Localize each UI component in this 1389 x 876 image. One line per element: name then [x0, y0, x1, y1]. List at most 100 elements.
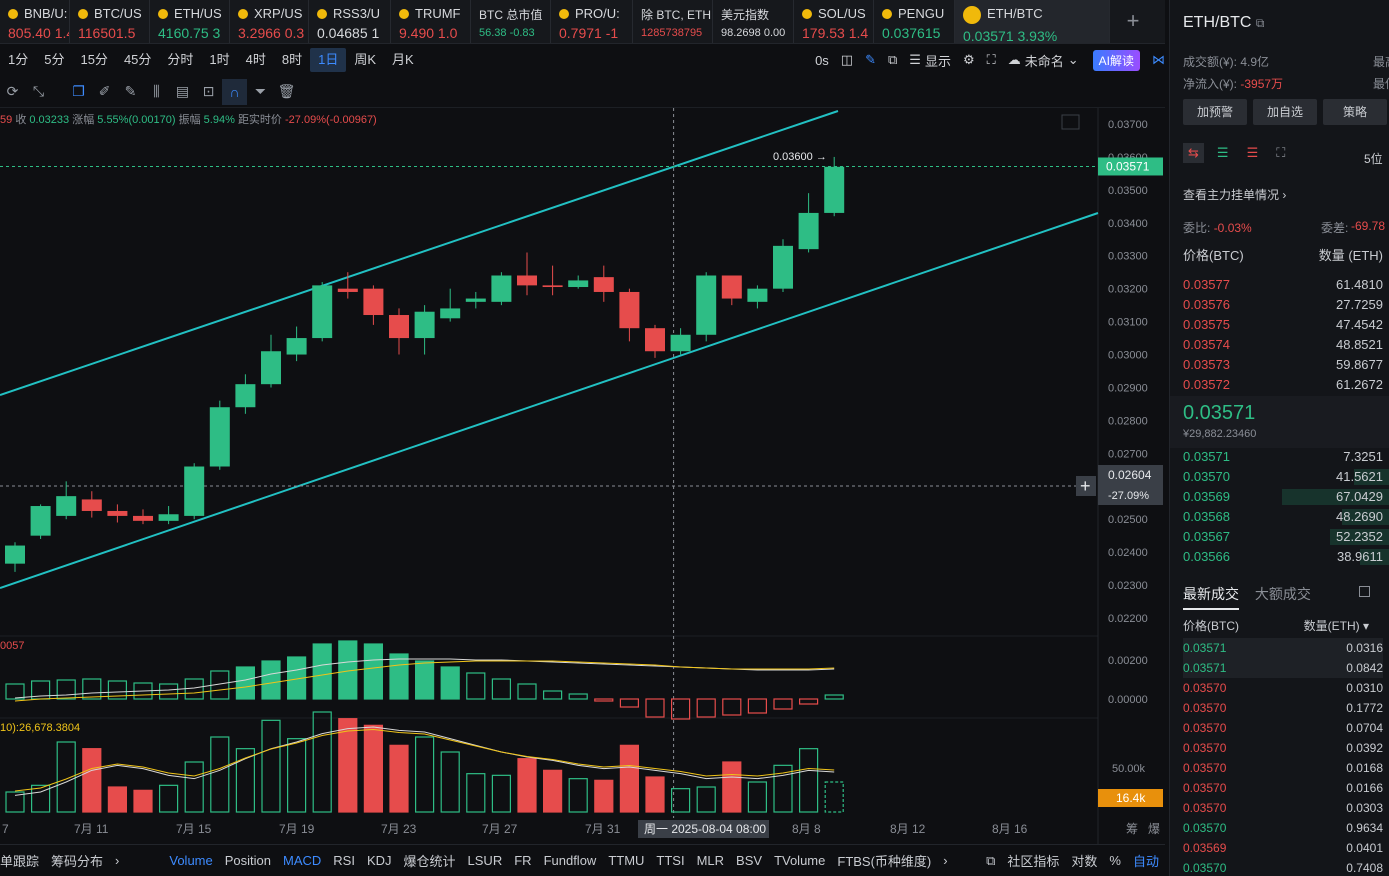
- indicator-KDJ[interactable]: KDJ: [366, 853, 392, 868]
- ai-analysis-button[interactable]: AI解读: [1092, 49, 1140, 71]
- chevron-down-icon[interactable]: ⌄: [1067, 52, 1079, 67]
- menu-icon[interactable]: ☰: [909, 52, 921, 67]
- ruler-icon[interactable]: ⊡: [202, 83, 215, 99]
- indicator-MACD[interactable]: MACD: [283, 853, 322, 868]
- ticker-tab[interactable]: BTC/US 116501.5: [70, 0, 150, 43]
- candle-tool-icon[interactable]: ⫼: [153, 83, 160, 99]
- ask-row[interactable]: 0.03572 61.2672: [1183, 375, 1383, 395]
- add-tab-button[interactable]: +: [1126, 8, 1140, 33]
- bid-row[interactable]: 0.03567 52.2352: [1183, 527, 1389, 547]
- timeframe-15分[interactable]: 15分: [80, 52, 108, 67]
- ask-row[interactable]: 0.03576 27.7259: [1183, 295, 1383, 315]
- fullscreen-icon[interactable]: ⛶: [986, 52, 996, 67]
- community-icon[interactable]: ⧉: [986, 852, 996, 868]
- community-indicator-button[interactable]: 社区指标: [1007, 854, 1060, 869]
- bid-row[interactable]: 0.03569 67.0429: [1183, 487, 1389, 507]
- indicator-MLR[interactable]: MLR: [696, 853, 725, 868]
- main-orders-link[interactable]: 查看主力挂单情况 ›: [1183, 188, 1287, 202]
- indicator-TTMU[interactable]: TTMU: [608, 853, 645, 868]
- expand-view-icon[interactable]: ⛶: [1276, 145, 1286, 160]
- magnet-icon[interactable]: ∩: [222, 78, 247, 105]
- share-icon[interactable]: ⋈: [1152, 52, 1165, 67]
- ticker-tab[interactable]: ETH/BTC 0.03571 3.93%: [955, 0, 1110, 43]
- asks-view-icon[interactable]: ☰: [1246, 145, 1259, 160]
- timeframe-1时[interactable]: 1时: [209, 52, 230, 67]
- timeframe-1分[interactable]: 1分: [8, 52, 29, 67]
- bid-row[interactable]: 0.03571 7.3251: [1183, 447, 1383, 467]
- copy-icon[interactable]: ❐: [72, 83, 85, 99]
- bid-row[interactable]: 0.03568 48.2690: [1183, 507, 1389, 527]
- log-scale-button[interactable]: 对数: [1071, 854, 1098, 869]
- trade-qty-header[interactable]: 数量(ETH) ▾: [1303, 619, 1369, 633]
- auto-scale-button[interactable]: 自动: [1132, 854, 1159, 869]
- layout-name[interactable]: 未命名: [1024, 53, 1064, 69]
- indicator-TTSI[interactable]: TTSI: [656, 853, 685, 868]
- ticker-tab[interactable]: XRP/US 3.2966 0.3: [230, 0, 309, 43]
- note-icon[interactable]: ▤: [175, 83, 190, 99]
- ticker-tab[interactable]: BTC 总市值 56.38 -0.83: [471, 0, 551, 43]
- checkbox[interactable]: [1359, 586, 1370, 597]
- both-view-icon[interactable]: ⇆: [1183, 143, 1204, 163]
- indicator-TVolume[interactable]: TVolume: [774, 853, 826, 868]
- ticker-tab[interactable]: SOL/US 179.53 1.4: [794, 0, 874, 43]
- cloud-icon[interactable]: ☁: [1007, 52, 1021, 67]
- percent-button[interactable]: %: [1109, 853, 1121, 868]
- chart-canvas[interactable]: 0.037000.036000.035000.034000.033000.032…: [0, 108, 1165, 844]
- ticker-tab[interactable]: BNB/U: 805.40 1.4: [0, 0, 70, 43]
- indicator-BSV[interactable]: BSV: [736, 853, 763, 868]
- ask-row[interactable]: 0.03574 48.8521: [1183, 335, 1383, 355]
- depth-selector[interactable]: 5位: [1364, 152, 1383, 166]
- brush-icon[interactable]: ✐: [98, 83, 111, 99]
- sync-icon[interactable]: ⟳: [6, 83, 19, 99]
- ticker-tab[interactable]: PRO/U: 0.7971 -1: [551, 0, 633, 43]
- timeframe-1日[interactable]: 1日: [310, 48, 347, 72]
- ticker-tab[interactable]: ETH/US 4160.75 3: [150, 0, 230, 43]
- indicator-Position[interactable]: Position: [224, 853, 271, 868]
- timeframe-8时[interactable]: 8时: [281, 52, 303, 67]
- indicator-›[interactable]: ›: [115, 853, 120, 868]
- bids-view-icon[interactable]: ☰: [1216, 145, 1229, 160]
- add-alert-button[interactable]: 加预警: [1183, 99, 1247, 125]
- gear-icon[interactable]: ⚙: [962, 52, 975, 67]
- add-watchlist-button[interactable]: 加自选: [1253, 99, 1317, 125]
- indicator-LSUR[interactable]: LSUR: [467, 853, 503, 868]
- ask-row[interactable]: 0.03575 47.4542: [1183, 315, 1383, 335]
- pen-icon[interactable]: ✎: [865, 52, 876, 67]
- popout-icon[interactable]: ⧉: [1255, 16, 1265, 30]
- display-button[interactable]: 显示: [924, 53, 951, 69]
- ticker-tab[interactable]: PENGU 0.037615: [874, 0, 955, 43]
- timeframe-45分[interactable]: 45分: [123, 52, 152, 67]
- indicator-Fundflow[interactable]: Fundflow: [543, 853, 597, 868]
- strategy-button[interactable]: 策略: [1323, 99, 1387, 125]
- indicator-Volume[interactable]: Volume: [169, 853, 213, 868]
- trend-tool-icon[interactable]: ⤡: [32, 83, 45, 99]
- ticker-tab[interactable]: TRUMF 9.490 1.0: [391, 0, 471, 43]
- ticker-tab[interactable]: 除 BTC, ETH 1285738795: [633, 0, 713, 43]
- timeframe-分时[interactable]: 分时: [167, 52, 194, 67]
- filter-icon[interactable]: ⏷: [254, 83, 267, 99]
- price-chart[interactable]: 0.037000.036000.035000.034000.033000.032…: [0, 108, 1165, 844]
- ask-row[interactable]: 0.03573 59.8677: [1183, 355, 1383, 375]
- camera-icon[interactable]: ◫: [840, 52, 854, 67]
- indicator-›[interactable]: ›: [943, 853, 948, 868]
- timeframe-4时[interactable]: 4时: [245, 52, 266, 67]
- tab-latest-trades[interactable]: 最新成交: [1183, 586, 1239, 610]
- indicator-FR[interactable]: FR: [514, 853, 532, 868]
- indicator-RSI[interactable]: RSI: [333, 853, 355, 868]
- ticker-tab[interactable]: RSS3/U 0.04685 1: [309, 0, 391, 43]
- indicator-FTBS(币种维度)[interactable]: FTBS(币种维度): [837, 854, 932, 869]
- tab-large-trades[interactable]: 大额成交: [1254, 586, 1311, 602]
- ticker-tab[interactable]: 美元指数 98.2698 0.00: [713, 0, 794, 43]
- indicator-爆仓统计[interactable]: 爆仓统计: [403, 854, 456, 869]
- ask-row[interactable]: 0.03577 61.4810: [1183, 275, 1383, 295]
- indicator-单跟踪[interactable]: 单跟踪: [0, 854, 40, 869]
- trash-icon[interactable]: 🗑: [277, 83, 296, 99]
- timeframe-5分[interactable]: 5分: [44, 52, 65, 67]
- pencil-icon[interactable]: ✎: [124, 83, 137, 99]
- layout-icon[interactable]: ⧉: [888, 52, 898, 67]
- timeframe-周K[interactable]: 周K: [354, 52, 377, 67]
- timeframe-月K[interactable]: 月K: [392, 52, 414, 67]
- bid-row[interactable]: 0.03570 41.5621: [1183, 467, 1389, 487]
- bid-row[interactable]: 0.03566 38.9611: [1183, 547, 1389, 567]
- indicator-筹码分布[interactable]: 筹码分布: [51, 854, 104, 869]
